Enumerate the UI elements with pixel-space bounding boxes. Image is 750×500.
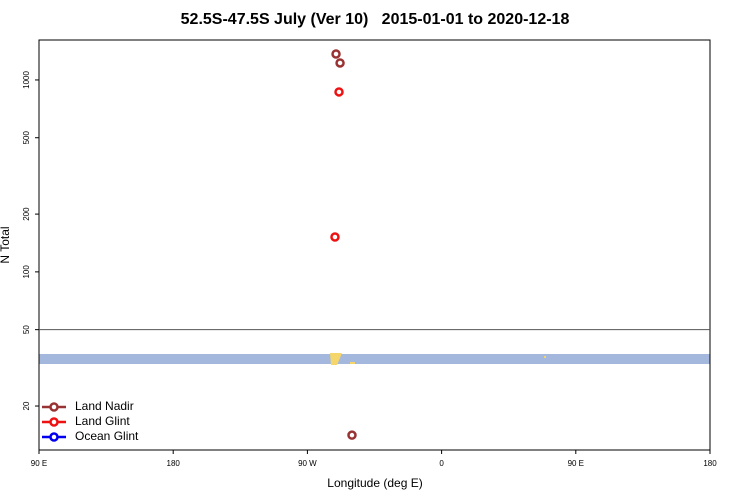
y-axis-label: N Total xyxy=(0,226,12,263)
legend-label: Ocean Glint xyxy=(75,429,139,443)
x-axis-label: Longitude (deg E) xyxy=(327,476,422,490)
legend-marker xyxy=(49,417,59,427)
legend-marker xyxy=(49,432,59,442)
point xyxy=(347,430,357,440)
x-tick-label: 90 W xyxy=(298,459,317,468)
point xyxy=(335,58,345,68)
y-tick-label: 50 xyxy=(22,325,31,334)
y-tick-label: 200 xyxy=(22,207,31,221)
land-patch xyxy=(544,356,546,358)
y-tick-label: 1000 xyxy=(22,71,31,89)
x-tick-label: 180 xyxy=(167,459,181,468)
x-tick-label: 0 xyxy=(439,459,444,468)
land-patch xyxy=(330,353,342,365)
point xyxy=(330,232,340,242)
land-patch xyxy=(350,362,355,364)
x-tick-label: 180 xyxy=(703,459,717,468)
y-tick-label: 100 xyxy=(22,265,31,279)
y-tick-label: 500 xyxy=(22,131,31,145)
ocean-band xyxy=(39,354,710,364)
point xyxy=(331,49,341,59)
x-tick-label: 90 E xyxy=(568,459,584,468)
legend-label: Land Nadir xyxy=(75,399,134,413)
surface-band xyxy=(39,353,710,365)
y-tick-label: 20 xyxy=(22,401,31,410)
chart-title: 52.5S-47.5S July (Ver 10) 2015-01-01 to … xyxy=(181,11,570,28)
legend-label: Land Glint xyxy=(75,414,130,428)
legend-marker xyxy=(49,402,59,412)
point xyxy=(334,87,344,97)
x-tick-label: 90 E xyxy=(31,459,47,468)
plot-frame xyxy=(38,39,711,451)
